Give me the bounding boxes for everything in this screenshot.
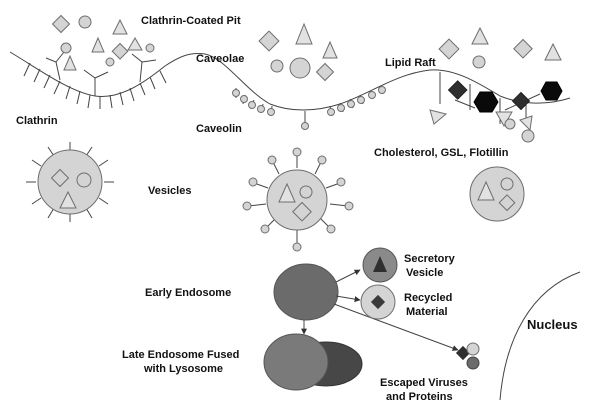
late-endosome-label-1: Late Endosome Fused bbox=[122, 349, 239, 361]
cargo-clathrin-pit bbox=[51, 14, 155, 71]
early-endosome bbox=[273, 263, 339, 321]
escaped-label-2: and Proteins bbox=[386, 391, 453, 403]
plasma-membrane bbox=[9, 51, 571, 111]
nucleus-label: Nucleus bbox=[527, 317, 578, 332]
raft-vesicle bbox=[469, 166, 525, 222]
late-endosome-lysosome bbox=[263, 333, 363, 391]
secretory-vesicle-label-1: Secretory bbox=[404, 253, 456, 265]
escaped-particles bbox=[455, 342, 480, 370]
caveolar-vesicle bbox=[242, 147, 354, 252]
early-endosome-label: Early Endosome bbox=[145, 287, 231, 299]
secretory-vesicle-label-2: Vesicle bbox=[406, 267, 443, 279]
lipid-raft-label: Lipid Raft bbox=[385, 57, 436, 69]
recycled-material-label-2: Material bbox=[406, 306, 448, 318]
clathrin-coat bbox=[23, 62, 167, 109]
secretory-vesicle bbox=[362, 247, 398, 283]
clathrin-label: Clathrin bbox=[16, 115, 58, 127]
recycled-material-label-1: Recycled bbox=[404, 292, 452, 304]
caveolin-coat bbox=[232, 85, 386, 130]
vesicles-label: Vesicles bbox=[148, 185, 191, 197]
late-endosome-label-2: with Lysosome bbox=[143, 363, 223, 375]
cargo-lipid-raft bbox=[438, 26, 562, 69]
caveolin-label: Caveolin bbox=[196, 123, 242, 135]
raft-components bbox=[429, 72, 563, 143]
recycled-vesicle bbox=[360, 284, 396, 320]
escaped-label-1: Escaped Viruses bbox=[380, 377, 468, 389]
nuclear-envelope bbox=[499, 271, 581, 401]
clathrin-coated-pit-label: Clathrin-Coated Pit bbox=[141, 15, 241, 27]
cargo-caveolae bbox=[258, 22, 338, 82]
clathrin-branches bbox=[45, 51, 157, 96]
clathrin-vesicle bbox=[26, 142, 114, 222]
raft-lipids-label: Cholesterol, GSL, Flotillin bbox=[374, 147, 509, 159]
caveolae-label: Caveolae bbox=[196, 53, 244, 65]
